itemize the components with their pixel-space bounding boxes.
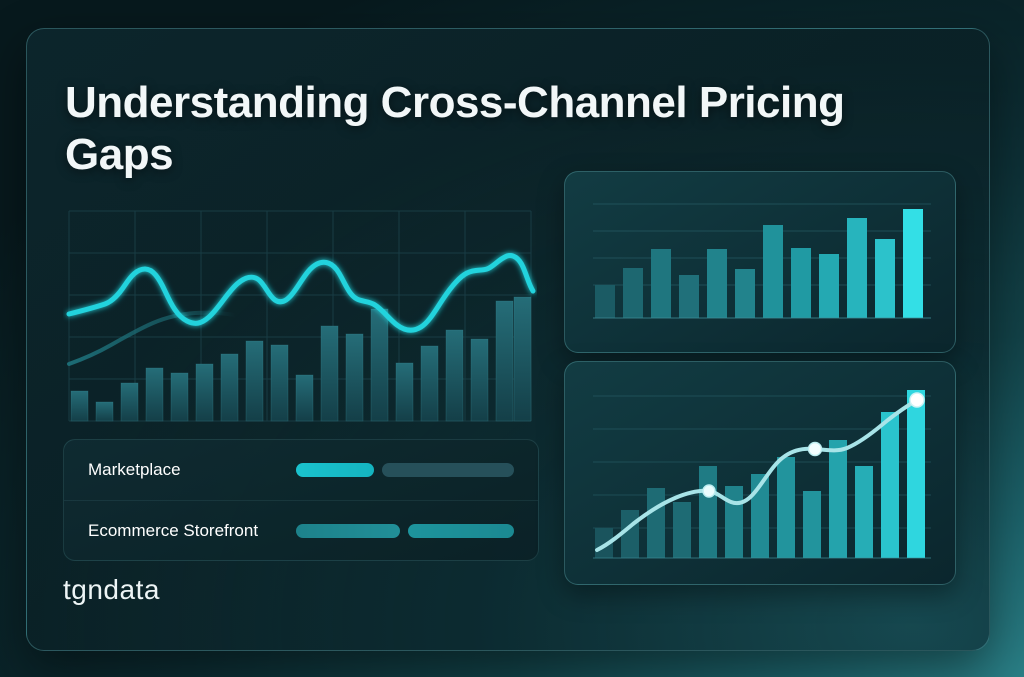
legend-pill-filled	[296, 524, 400, 538]
main-chart-primary-line	[66, 253, 536, 333]
legend-pill-track	[408, 524, 514, 538]
main-combo-chart	[63, 201, 537, 429]
content-card: Understanding Cross-Channel Pricing Gaps	[26, 28, 990, 651]
legend-pill-track	[382, 463, 514, 477]
top-right-bar-chart-svg	[593, 203, 931, 319]
legend-row-marketplace[interactable]: Marketplace	[64, 440, 538, 500]
brand-wordmark: tgndata	[63, 574, 160, 605]
legend-bars-marketplace	[296, 463, 514, 477]
top-right-bars	[595, 209, 923, 318]
legend-pill-filled	[296, 463, 374, 477]
top-right-bar-chart-panel	[564, 171, 956, 353]
legend-label-ecommerce-storefront: Ecommerce Storefront	[88, 521, 259, 540]
main-chart-svg	[66, 210, 536, 422]
bottom-right-combo-chart-svg	[593, 390, 931, 559]
bottom-right-trend-markers	[702, 392, 925, 498]
page-title: Understanding Cross-Channel Pricing Gaps	[65, 78, 845, 179]
main-chart-secondary-line	[67, 310, 237, 366]
legend-bars-ecommerce-storefront	[296, 524, 514, 538]
bottom-right-trend-line	[595, 398, 919, 552]
main-chart-bars	[70, 296, 532, 422]
channel-legend-card: Marketplace Ecommerce Storefront	[63, 439, 539, 561]
legend-label-marketplace: Marketplace	[88, 460, 181, 479]
legend-row-ecommerce-storefront[interactable]: Ecommerce Storefront	[64, 500, 538, 561]
bottom-right-combo-chart-panel	[564, 361, 956, 585]
bottom-right-bars	[595, 390, 925, 558]
